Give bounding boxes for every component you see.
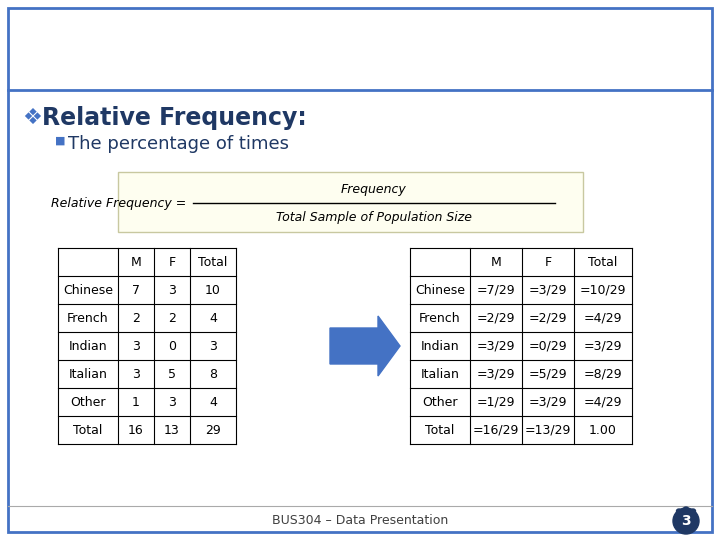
Text: Total Sample of Population Size: Total Sample of Population Size <box>276 211 472 224</box>
Text: 16: 16 <box>128 423 144 436</box>
Text: ❖: ❖ <box>22 108 42 128</box>
Text: Total: Total <box>198 255 228 268</box>
Text: 29: 29 <box>205 423 221 436</box>
Text: =3/29: =3/29 <box>528 284 567 296</box>
Text: 3: 3 <box>168 395 176 408</box>
Text: 7: 7 <box>132 284 140 296</box>
Text: =2/29: =2/29 <box>477 312 516 325</box>
Text: 13: 13 <box>164 423 180 436</box>
Text: 2: 2 <box>132 312 140 325</box>
Text: Other: Other <box>71 395 106 408</box>
Text: Frequency: Frequency <box>341 184 407 197</box>
Text: Relative Frequency:: Relative Frequency: <box>42 106 307 130</box>
Bar <box>118 172 583 232</box>
Text: =3/29: =3/29 <box>584 340 622 353</box>
Text: French: French <box>419 312 461 325</box>
Text: =3/29: =3/29 <box>528 395 567 408</box>
Text: =0/29: =0/29 <box>528 340 567 353</box>
Text: =3/29: =3/29 <box>477 368 516 381</box>
Text: 2: 2 <box>168 312 176 325</box>
Text: Indian: Indian <box>68 340 107 353</box>
Text: 3: 3 <box>168 284 176 296</box>
Text: Italian: Italian <box>68 368 107 381</box>
Text: Italian: Italian <box>420 368 459 381</box>
Text: M: M <box>130 255 141 268</box>
Text: 3: 3 <box>132 340 140 353</box>
Text: 4: 4 <box>209 312 217 325</box>
Text: =16/29: =16/29 <box>473 423 519 436</box>
Text: 1.00: 1.00 <box>589 423 617 436</box>
Circle shape <box>673 508 699 534</box>
Text: 3: 3 <box>209 340 217 353</box>
Text: Total: Total <box>73 423 103 436</box>
Text: =3/29: =3/29 <box>477 340 516 353</box>
Text: ■: ■ <box>55 136 66 146</box>
Text: Other: Other <box>422 395 458 408</box>
Text: F: F <box>168 255 176 268</box>
Text: F: F <box>544 255 552 268</box>
Ellipse shape <box>690 509 696 513</box>
Ellipse shape <box>683 507 688 511</box>
Text: 10: 10 <box>205 284 221 296</box>
Text: Chinese: Chinese <box>63 284 113 296</box>
Text: =13/29: =13/29 <box>525 423 571 436</box>
Text: =1/29: =1/29 <box>477 395 516 408</box>
Text: =4/29: =4/29 <box>584 395 622 408</box>
Text: 3: 3 <box>681 514 690 528</box>
Polygon shape <box>330 316 400 376</box>
Text: =5/29: =5/29 <box>528 368 567 381</box>
Text: 1: 1 <box>132 395 140 408</box>
Text: Total: Total <box>588 255 618 268</box>
Text: Relative Frequency =: Relative Frequency = <box>50 197 190 210</box>
Text: The percentage of times: The percentage of times <box>68 135 289 153</box>
Ellipse shape <box>677 509 682 513</box>
Text: =10/29: =10/29 <box>580 284 626 296</box>
Text: French: French <box>67 312 109 325</box>
Text: 5: 5 <box>168 368 176 381</box>
Text: 4: 4 <box>209 395 217 408</box>
Text: =4/29: =4/29 <box>584 312 622 325</box>
Text: =7/29: =7/29 <box>477 284 516 296</box>
Text: Total: Total <box>426 423 455 436</box>
Text: Indian: Indian <box>420 340 459 353</box>
Text: =8/29: =8/29 <box>584 368 622 381</box>
Text: M: M <box>490 255 501 268</box>
Text: =2/29: =2/29 <box>528 312 567 325</box>
Text: 8: 8 <box>209 368 217 381</box>
Text: 0: 0 <box>168 340 176 353</box>
Text: Chinese: Chinese <box>415 284 465 296</box>
Text: BUS304 – Data Presentation: BUS304 – Data Presentation <box>272 515 448 528</box>
Text: 3: 3 <box>132 368 140 381</box>
